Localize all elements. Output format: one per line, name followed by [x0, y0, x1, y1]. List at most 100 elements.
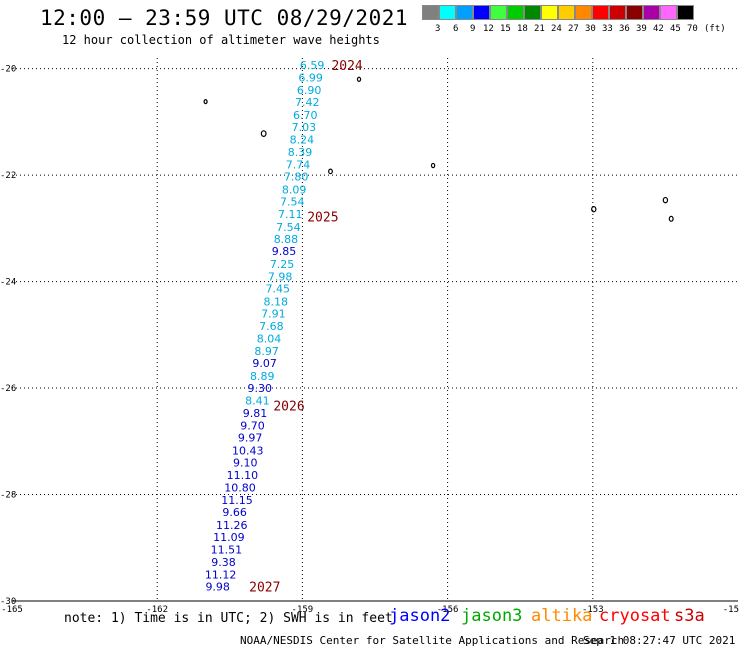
time-label: 2027: [249, 581, 280, 596]
wave-height-value: 8.24: [290, 133, 315, 146]
wave-height-value: 8.18: [264, 295, 289, 308]
island-outline: [260, 130, 267, 137]
scale-swatch-15: [677, 5, 694, 20]
island-outline: [430, 162, 436, 169]
wave-height-value: 11.09: [213, 531, 245, 544]
scale-swatch-9: [575, 5, 592, 20]
wave-height-value: 7.54: [280, 196, 305, 209]
y-tick-label: -28: [0, 491, 16, 501]
wave-height-value: 9.66: [222, 506, 247, 519]
x-tick-label: -159: [292, 605, 314, 615]
scale-swatch-0: [422, 5, 439, 20]
scale-label-unit: (ft): [704, 24, 726, 34]
map-title: 12:00 — 23:59 UTC 08/29/2021: [40, 6, 409, 30]
wave-height-value: 7.25: [270, 258, 295, 271]
island-outline: [356, 76, 362, 82]
wave-height-value: 9.07: [252, 357, 277, 370]
wave-height-value: 7.91: [261, 308, 286, 321]
wave-height-value: 11.12: [205, 568, 237, 581]
scale-label: 6: [453, 24, 459, 34]
wave-height-value: 10.80: [224, 482, 256, 495]
wave-height-value: 7.68: [259, 320, 284, 333]
wave-height-value: 6.99: [298, 72, 323, 85]
wave-height-value: 11.51: [211, 543, 243, 556]
wave-height-value: 6.90: [297, 84, 322, 97]
generated-timestamp: Sep 1 08:27:47 UTC 2021: [583, 634, 736, 647]
scale-swatch-8: [558, 5, 575, 20]
scale-label: 12: [483, 24, 494, 34]
y-tick-label: -30: [0, 597, 16, 607]
mission-s3a: s3a: [674, 606, 705, 626]
wave-height-value: 9.38: [211, 556, 236, 569]
wave-height-value: 7.54: [276, 221, 301, 234]
wave-height-value: 8.88: [274, 233, 299, 246]
y-tick-label: -26: [0, 384, 16, 394]
wave-height-value: 8.89: [250, 370, 275, 383]
wave-height-value: 7.03: [292, 121, 317, 134]
scale-label: 15: [500, 24, 511, 34]
wave-height-value: 9.81: [243, 407, 268, 420]
wave-height-value: 11.15: [221, 494, 253, 507]
wave-height-value: 9.97: [238, 432, 263, 445]
wave-height-value: 7.45: [265, 283, 290, 296]
scale-label: 3: [435, 24, 441, 34]
wave-height-value: 7.42: [295, 96, 320, 109]
scale-swatch-14: [660, 5, 677, 20]
map-grid: [12, 58, 738, 602]
x-tick-label: -156: [437, 605, 459, 615]
wave-height-value: 7.74: [286, 158, 311, 171]
time-labels: 2024 2025 2026 2027: [249, 59, 363, 596]
scale-swatch-5: [507, 5, 524, 20]
scale-label: 45: [670, 24, 681, 34]
mission-altika: altika: [531, 606, 593, 626]
scale-label: 30: [585, 24, 596, 34]
scale-swatch-2: [456, 5, 473, 20]
wave-height-value: 8.09: [282, 183, 307, 196]
scale-label: 33: [602, 24, 613, 34]
scale-label: 18: [517, 24, 528, 34]
map-subtitle: 12 hour collection of altimeter wave hei…: [62, 33, 380, 47]
scale-swatch-13: [643, 5, 660, 20]
scale-swatch-10: [592, 5, 609, 20]
island-outline: [591, 205, 597, 213]
time-label: 2025: [307, 211, 338, 226]
scale-label: 24: [551, 24, 562, 34]
scale-swatch-11: [609, 5, 626, 20]
x-tick-label: -165: [1, 605, 23, 615]
wave-height-value: 7.11: [278, 208, 303, 221]
wave-height-value: 9.85: [272, 245, 297, 258]
mission-jason2: jason2: [389, 606, 451, 626]
wave-height-value: 9.70: [240, 419, 265, 432]
scale-swatch-7: [541, 5, 558, 20]
scale-swatch-3: [473, 5, 490, 20]
axis-labels: -20 -22 -24 -26 -28 -30-165 -162 -159 -156 -153 -1…: [0, 65, 739, 615]
time-label: 2024: [331, 59, 362, 74]
island-outline: [668, 215, 674, 222]
wave-height-value: 8.97: [254, 345, 279, 358]
wave-height-value: 6.59: [300, 59, 325, 72]
scale-label: 36: [619, 24, 630, 34]
x-tick-label: -15: [723, 605, 739, 615]
scale-swatch-4: [490, 5, 507, 20]
wave-height-value: 9.10: [233, 457, 258, 470]
time-label: 2026: [273, 400, 304, 415]
wave-height-value: 6.70: [293, 109, 318, 122]
island-outline: [203, 99, 208, 105]
wave-height-value: 9.30: [248, 382, 273, 395]
wave-height-value: 8.04: [257, 333, 282, 346]
scale-swatch-12: [626, 5, 643, 20]
island-outline: [662, 196, 669, 204]
y-tick-label: -24: [0, 278, 16, 288]
wave-height-points: 6.596.996.907.426.707.038.248.397.747.80…: [205, 59, 324, 594]
scale-label: 42: [653, 24, 664, 34]
wave-height-value: 11.26: [216, 519, 248, 532]
mission-cryosat: cryosat: [599, 606, 671, 626]
footer-note: note: 1) Time is in UTC; 2) SWH is in fe…: [64, 611, 393, 626]
scale-label: 9: [470, 24, 476, 34]
scale-swatch-1: [439, 5, 456, 20]
scale-label: 70: [687, 24, 698, 34]
x-tick-label: -153: [582, 605, 604, 615]
wave-height-value: 10.43: [232, 444, 264, 457]
scale-swatch-6: [524, 5, 541, 20]
